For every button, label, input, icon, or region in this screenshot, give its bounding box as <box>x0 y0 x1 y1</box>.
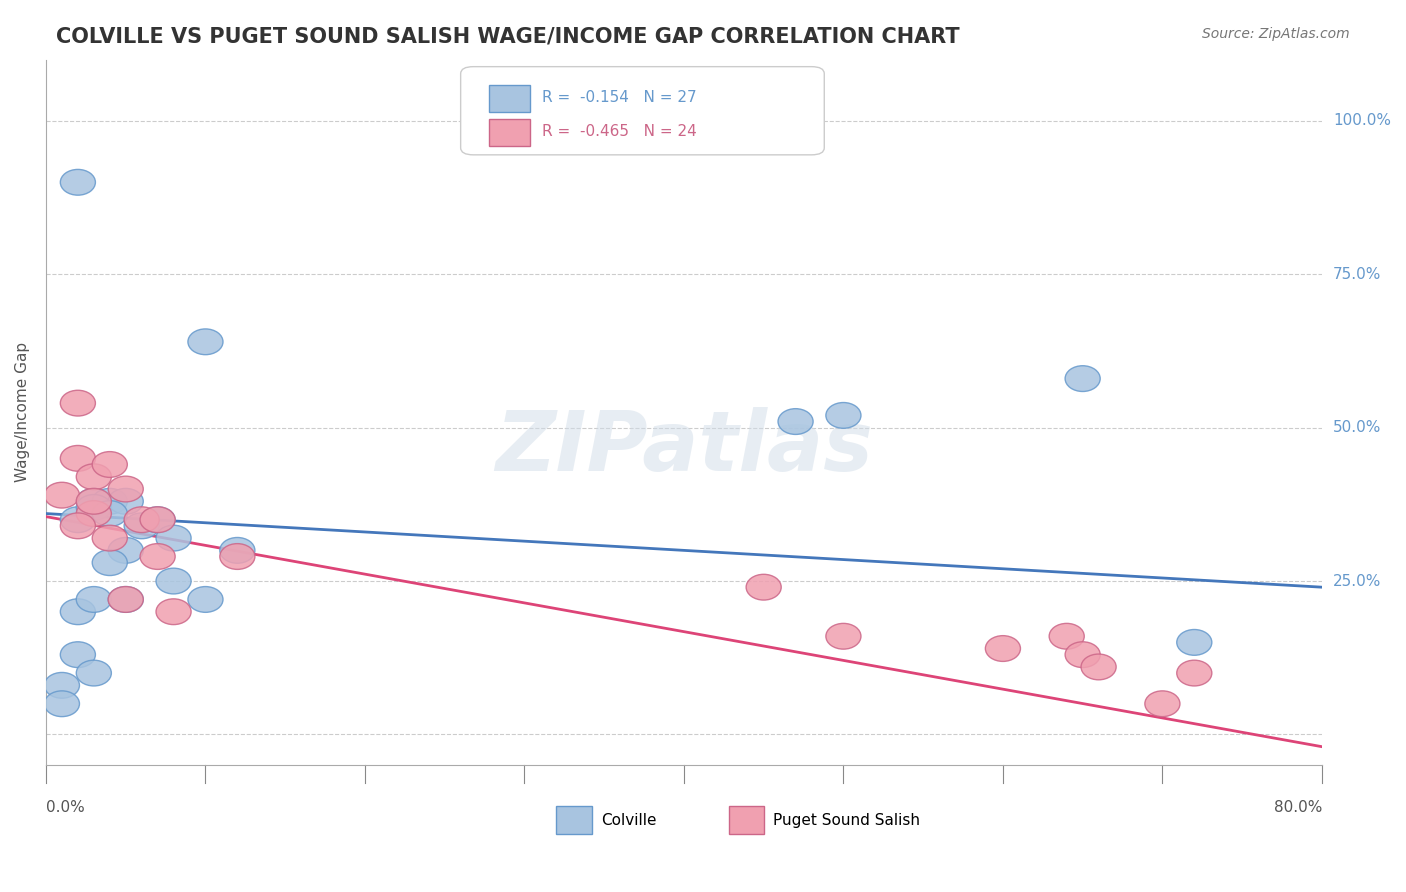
Text: 25.0%: 25.0% <box>1333 574 1381 589</box>
Ellipse shape <box>60 513 96 539</box>
Text: 100.0%: 100.0% <box>1333 113 1391 128</box>
Ellipse shape <box>93 525 128 551</box>
Ellipse shape <box>1066 641 1101 667</box>
Ellipse shape <box>45 691 80 716</box>
Ellipse shape <box>124 507 159 533</box>
Ellipse shape <box>1177 660 1212 686</box>
Bar <box>728 806 765 834</box>
Ellipse shape <box>141 543 176 569</box>
Ellipse shape <box>219 543 254 569</box>
Ellipse shape <box>76 489 111 514</box>
FancyBboxPatch shape <box>461 67 824 155</box>
Ellipse shape <box>76 489 111 514</box>
Ellipse shape <box>188 587 224 612</box>
Ellipse shape <box>986 636 1021 661</box>
Ellipse shape <box>108 538 143 563</box>
Ellipse shape <box>60 169 96 195</box>
Bar <box>489 119 530 145</box>
Text: R =  -0.154   N = 27: R = -0.154 N = 27 <box>543 90 697 105</box>
Ellipse shape <box>60 599 96 624</box>
Text: 80.0%: 80.0% <box>1274 800 1322 815</box>
Ellipse shape <box>124 513 159 539</box>
Ellipse shape <box>156 599 191 624</box>
Ellipse shape <box>1177 630 1212 656</box>
Text: 75.0%: 75.0% <box>1333 267 1381 282</box>
Ellipse shape <box>60 641 96 667</box>
Ellipse shape <box>1066 366 1101 392</box>
Ellipse shape <box>108 587 143 612</box>
Ellipse shape <box>76 587 111 612</box>
Bar <box>489 85 530 112</box>
Ellipse shape <box>156 568 191 594</box>
Ellipse shape <box>141 507 176 533</box>
Text: Puget Sound Salish: Puget Sound Salish <box>773 813 921 828</box>
Text: Colville: Colville <box>600 813 657 828</box>
Ellipse shape <box>156 525 191 551</box>
Text: Source: ZipAtlas.com: Source: ZipAtlas.com <box>1202 27 1350 41</box>
Ellipse shape <box>60 507 96 533</box>
Ellipse shape <box>108 489 143 514</box>
Ellipse shape <box>1081 654 1116 680</box>
Ellipse shape <box>747 574 782 600</box>
Ellipse shape <box>188 329 224 355</box>
Text: COLVILLE VS PUGET SOUND SALISH WAGE/INCOME GAP CORRELATION CHART: COLVILLE VS PUGET SOUND SALISH WAGE/INCO… <box>56 27 960 46</box>
Ellipse shape <box>45 673 80 698</box>
Ellipse shape <box>76 660 111 686</box>
Ellipse shape <box>60 445 96 471</box>
Ellipse shape <box>108 587 143 612</box>
Ellipse shape <box>141 507 176 533</box>
Ellipse shape <box>93 549 128 575</box>
Ellipse shape <box>825 624 860 649</box>
Ellipse shape <box>60 391 96 416</box>
Ellipse shape <box>76 500 111 526</box>
Text: ZIPatlas: ZIPatlas <box>495 407 873 488</box>
Ellipse shape <box>93 451 128 477</box>
Ellipse shape <box>45 483 80 508</box>
Ellipse shape <box>219 538 254 563</box>
Y-axis label: Wage/Income Gap: Wage/Income Gap <box>15 343 30 483</box>
Ellipse shape <box>1144 691 1180 716</box>
Text: R =  -0.465   N = 24: R = -0.465 N = 24 <box>543 124 697 139</box>
Ellipse shape <box>93 489 128 514</box>
Text: 0.0%: 0.0% <box>46 800 84 815</box>
Ellipse shape <box>76 494 111 520</box>
Text: 50.0%: 50.0% <box>1333 420 1381 435</box>
Bar <box>557 806 592 834</box>
Ellipse shape <box>825 402 860 428</box>
Ellipse shape <box>93 500 128 526</box>
Ellipse shape <box>108 476 143 502</box>
Ellipse shape <box>76 464 111 490</box>
Ellipse shape <box>1049 624 1084 649</box>
Ellipse shape <box>778 409 813 434</box>
